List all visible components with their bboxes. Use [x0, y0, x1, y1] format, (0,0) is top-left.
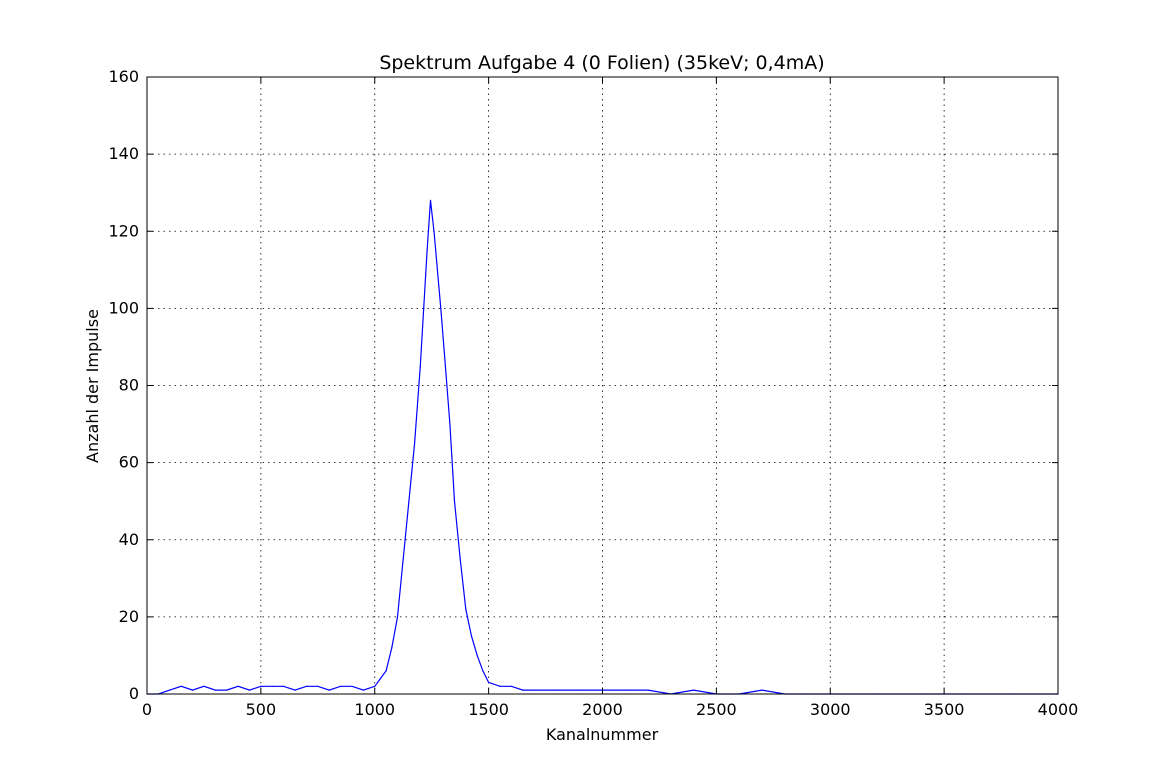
- data-point: [444, 365, 446, 367]
- data-point: [305, 685, 308, 687]
- data-point: [533, 689, 535, 691]
- x-tick-label: 2500: [696, 700, 737, 719]
- data-point: [693, 689, 695, 691]
- y-tick-label: 140: [108, 144, 139, 163]
- data-point: [440, 307, 442, 309]
- x-tick-label: 500: [246, 700, 277, 719]
- x-tick-label: 3000: [810, 700, 851, 719]
- data-point: [499, 685, 501, 687]
- data-point: [271, 685, 273, 687]
- data-point: [328, 689, 330, 691]
- x-tick-label: 1500: [468, 700, 509, 719]
- y-tick-label: 100: [108, 298, 139, 317]
- x-tick-label: 2000: [582, 700, 623, 719]
- data-point: [248, 689, 251, 691]
- data-point: [362, 689, 364, 691]
- y-axis-label: Anzahl der Impulse: [83, 309, 102, 463]
- x-tick-label: 4000: [1038, 700, 1079, 719]
- data-point: [429, 199, 432, 201]
- data-point: [465, 608, 467, 610]
- data-point: [260, 685, 262, 687]
- data-point: [419, 365, 421, 367]
- data-point: [476, 654, 478, 657]
- data-point: [214, 689, 216, 691]
- data-point: [379, 677, 382, 680]
- data-point: [408, 500, 410, 502]
- data-point: [579, 689, 581, 691]
- y-tick-label: 120: [108, 221, 139, 240]
- data-point: [402, 558, 404, 560]
- y-tick-label: 80: [119, 376, 139, 395]
- data-point: [556, 689, 558, 691]
- data-point: [374, 685, 376, 687]
- data-point: [385, 670, 387, 672]
- x-tick-label: 3500: [924, 700, 965, 719]
- data-point: [414, 442, 416, 444]
- y-tick-label: 20: [119, 607, 139, 626]
- data-point: [510, 685, 512, 687]
- data-point: [294, 689, 296, 691]
- data-point: [396, 616, 399, 618]
- data-point: [426, 249, 428, 252]
- data-point: [237, 685, 239, 687]
- y-tick-label: 60: [119, 453, 139, 472]
- data-point: [522, 689, 524, 691]
- data-point: [449, 423, 451, 425]
- data-point: [624, 689, 626, 691]
- x-tick-label: 1000: [354, 700, 395, 719]
- data-point: [482, 670, 484, 672]
- y-tick-label: 0: [129, 684, 139, 703]
- spectrum-line: [147, 200, 1058, 695]
- data-point: [459, 558, 461, 560]
- y-tick-label: 40: [119, 530, 139, 549]
- data-point: [470, 635, 473, 637]
- data-point: [180, 685, 182, 687]
- data-point: [488, 681, 490, 684]
- data-point: [226, 689, 228, 691]
- data-point: [761, 689, 763, 691]
- data-point: [433, 230, 435, 232]
- x-axis-label: Kanalnummer: [546, 725, 659, 744]
- data-point: [391, 647, 393, 649]
- data-point: [169, 689, 171, 691]
- data-point: [203, 685, 205, 687]
- data-point: [647, 689, 649, 691]
- data-point: [436, 269, 438, 271]
- data-point: [423, 307, 425, 309]
- y-tick-label: 160: [108, 67, 139, 86]
- data-point: [317, 685, 319, 687]
- data-point: [351, 685, 353, 687]
- grid-lines: [147, 77, 1058, 694]
- data-point: [453, 500, 456, 502]
- data-point: [191, 689, 194, 691]
- data-point: [283, 685, 285, 687]
- x-tick-label: 0: [142, 700, 152, 719]
- axis-ticks: 0 500 1000 1500 2000 2500 3000 3500 4000 0 20 40 60 8…: [108, 67, 1078, 719]
- chart-title: Spektrum Aufgabe 4 (0 Folien) (35keV; 0,…: [379, 52, 824, 74]
- data-point: [339, 685, 342, 687]
